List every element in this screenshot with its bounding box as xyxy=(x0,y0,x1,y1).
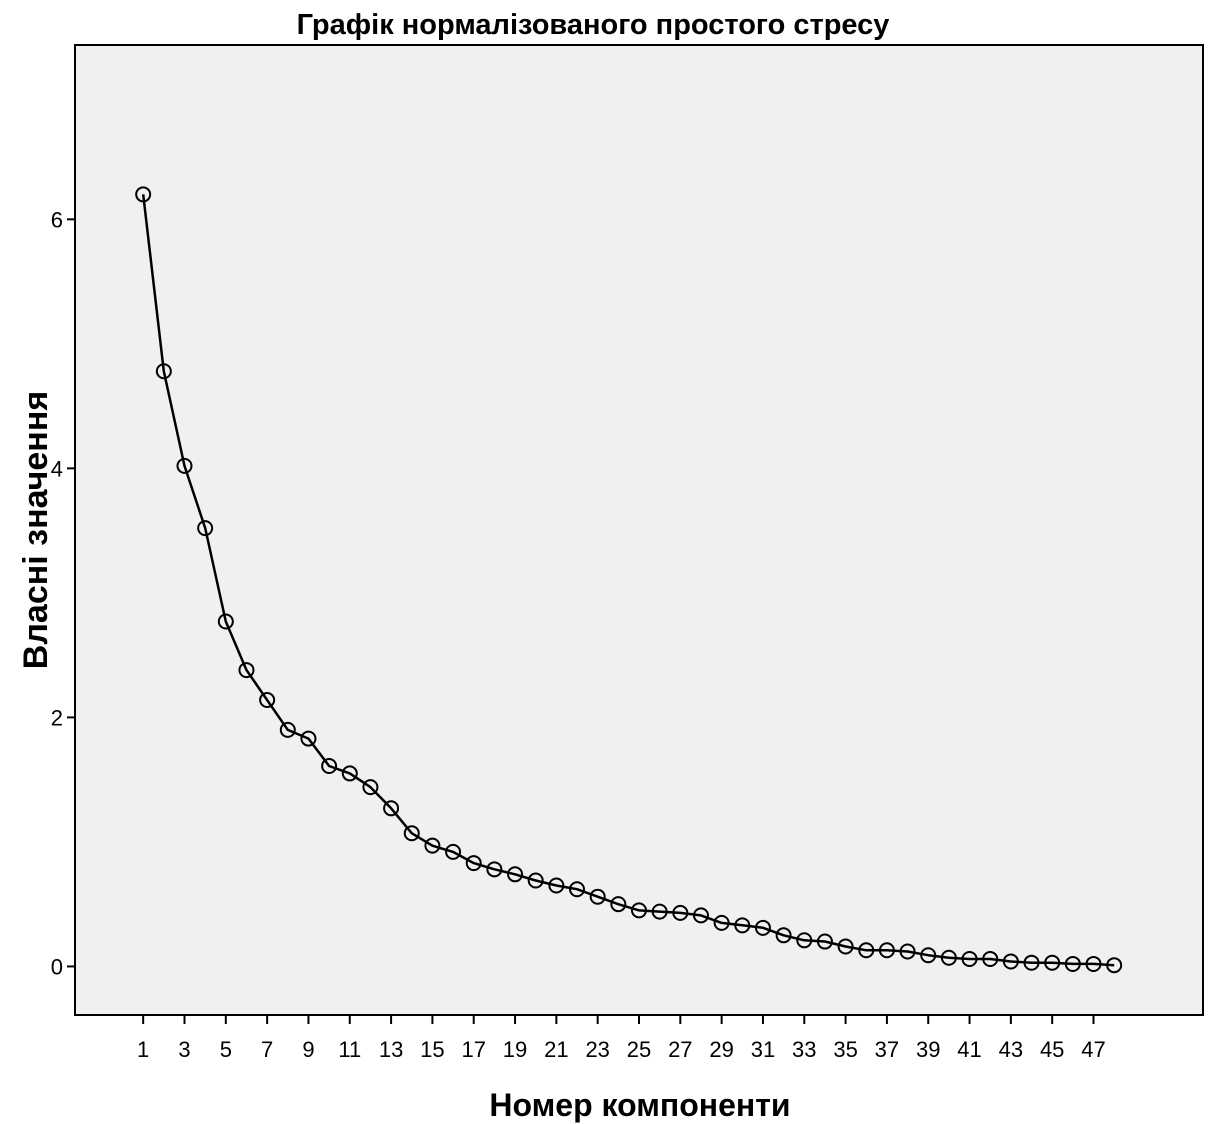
x-tick-label: 47 xyxy=(1081,1037,1105,1062)
x-tick-label: 7 xyxy=(261,1037,273,1062)
x-tick-label: 11 xyxy=(338,1037,361,1062)
data-point xyxy=(507,866,524,883)
data-point xyxy=(341,765,358,782)
x-tick-label: 1 xyxy=(137,1037,149,1062)
x-tick-label: 3 xyxy=(178,1037,190,1062)
data-point xyxy=(1064,955,1081,972)
x-tick-label: 43 xyxy=(999,1037,1023,1062)
x-tick-label: 5 xyxy=(220,1037,232,1062)
y-tick-label: 2 xyxy=(51,705,63,730)
data-point xyxy=(321,757,338,774)
x-tick-label: 19 xyxy=(503,1037,527,1062)
x-tick-label: 25 xyxy=(627,1037,651,1062)
data-point xyxy=(982,950,999,967)
data-point xyxy=(713,914,730,931)
x-tick-label: 33 xyxy=(792,1037,816,1062)
data-point xyxy=(548,877,565,894)
data-point xyxy=(403,825,420,842)
eigenvalue-line xyxy=(141,194,1115,967)
data-point xyxy=(940,949,957,966)
data-point xyxy=(383,800,400,817)
data-point xyxy=(1085,955,1102,972)
data-point xyxy=(775,927,792,944)
data-point xyxy=(816,933,833,950)
x-tick-label: 37 xyxy=(875,1037,899,1062)
data-point xyxy=(176,457,193,474)
data-point xyxy=(589,888,606,905)
x-tick-label: 31 xyxy=(751,1037,775,1062)
data-point xyxy=(1044,954,1061,971)
data-point xyxy=(362,779,379,796)
x-tick-label: 27 xyxy=(668,1037,692,1062)
x-tick-label: 21 xyxy=(544,1037,568,1062)
x-tick-label: 15 xyxy=(420,1037,444,1062)
data-point xyxy=(734,917,751,934)
data-point xyxy=(569,881,586,898)
data-point xyxy=(610,896,627,913)
data-point xyxy=(672,904,689,921)
x-tick-label: 23 xyxy=(585,1037,609,1062)
data-point xyxy=(424,837,441,854)
x-tick-label: 41 xyxy=(957,1037,981,1062)
x-tick-label: 9 xyxy=(302,1037,314,1062)
data-point xyxy=(217,613,234,630)
data-point xyxy=(692,907,709,924)
data-point xyxy=(135,186,152,203)
data-point xyxy=(754,919,771,936)
data-point xyxy=(1106,957,1123,974)
data-point xyxy=(300,730,317,747)
data-point xyxy=(1023,954,1040,971)
data-point xyxy=(961,950,978,967)
data-point xyxy=(651,903,668,920)
data-point xyxy=(878,942,895,959)
data-point xyxy=(486,861,503,878)
data-point xyxy=(796,932,813,949)
data-point xyxy=(837,938,854,955)
data-point xyxy=(858,942,875,959)
data-point xyxy=(279,721,296,738)
y-tick-label: 0 xyxy=(51,954,63,979)
x-axis: 1 3 5 7 9 11 13 15 17 19 21 23 25 27 29 31 33 35 37 39 41 43 4… xyxy=(137,1015,1106,1062)
x-tick-label: 13 xyxy=(379,1037,403,1062)
data-points xyxy=(135,186,1123,974)
chart-title: Графік нормалізованого простого стресу xyxy=(297,9,890,41)
data-point xyxy=(527,872,544,889)
x-tick-label: 29 xyxy=(709,1037,733,1062)
y-axis-label: Власні значення xyxy=(17,391,55,669)
y-tick-label: 6 xyxy=(51,207,63,232)
data-point xyxy=(259,691,276,708)
x-axis-label: Номер компоненти xyxy=(489,1087,790,1123)
x-tick-label: 45 xyxy=(1040,1037,1064,1062)
x-tick-label: 39 xyxy=(916,1037,940,1062)
plot-area xyxy=(74,44,1204,1016)
y-tick-label: 4 xyxy=(51,456,63,481)
x-tick-label: 17 xyxy=(461,1037,485,1062)
data-point xyxy=(1002,953,1019,970)
data-point xyxy=(238,662,255,679)
data-point xyxy=(155,363,172,380)
data-point xyxy=(631,902,647,919)
data-point xyxy=(899,943,916,960)
data-point xyxy=(465,855,482,872)
y-axis: 0 2 4 6 xyxy=(51,207,75,979)
data-point xyxy=(197,520,214,537)
data-point xyxy=(445,843,462,860)
x-tick-label: 35 xyxy=(833,1037,857,1062)
data-point xyxy=(920,947,937,964)
